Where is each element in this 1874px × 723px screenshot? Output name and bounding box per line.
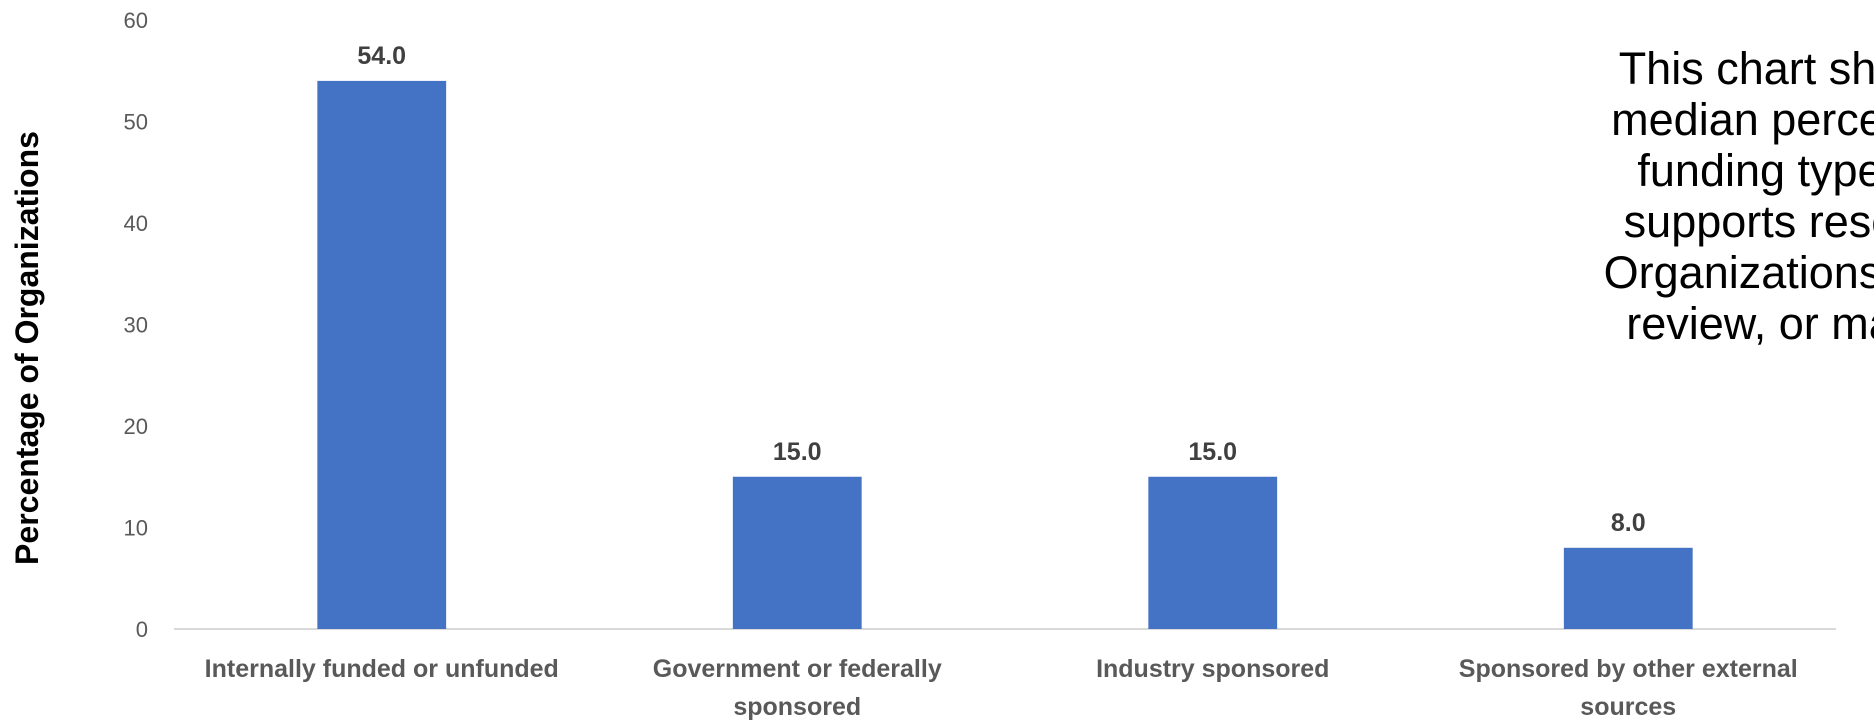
annotation-line: funding type	[1637, 145, 1874, 196]
annotation-line: review, or ma	[1626, 298, 1874, 349]
y-tick-label: 10	[124, 516, 148, 541]
bar	[1148, 476, 1278, 629]
y-tick-label: 30	[124, 313, 148, 338]
data-label: 15.0	[1188, 438, 1237, 466]
data-label: 8.0	[1611, 509, 1646, 537]
y-tick-label: 20	[124, 414, 148, 439]
bar	[317, 80, 447, 629]
y-axis-ticks: 0 10 20 30 40 50 60	[124, 8, 148, 642]
y-axis-label: Percentage of Organizations	[9, 131, 45, 565]
bar	[1563, 547, 1693, 629]
annotation-line: supports rese	[1624, 196, 1874, 247]
bar	[732, 476, 862, 629]
data-label: 54.0	[357, 42, 406, 70]
data-label: 15.0	[773, 438, 822, 466]
y-tick-label: 50	[124, 110, 148, 135]
data-labels: 54.0 15.0 15.0 8.0	[357, 42, 1645, 537]
annotation-line: median percen	[1611, 94, 1874, 145]
category-label: Government or federally sponsored	[653, 655, 942, 721]
bars	[317, 80, 1693, 629]
category-label: Industry sponsored	[1096, 655, 1329, 683]
y-tick-label: 60	[124, 8, 148, 33]
category-labels: Internally funded or unfunded Government …	[205, 655, 1798, 721]
y-tick-label: 0	[136, 617, 148, 642]
annotation-line: This chart sho	[1619, 43, 1874, 94]
category-label: Sponsored by other external sources	[1459, 655, 1798, 721]
category-label: Internally funded or unfunded	[205, 655, 559, 683]
y-tick-label: 40	[124, 211, 148, 236]
annotation-line: Organizations c	[1604, 247, 1874, 298]
